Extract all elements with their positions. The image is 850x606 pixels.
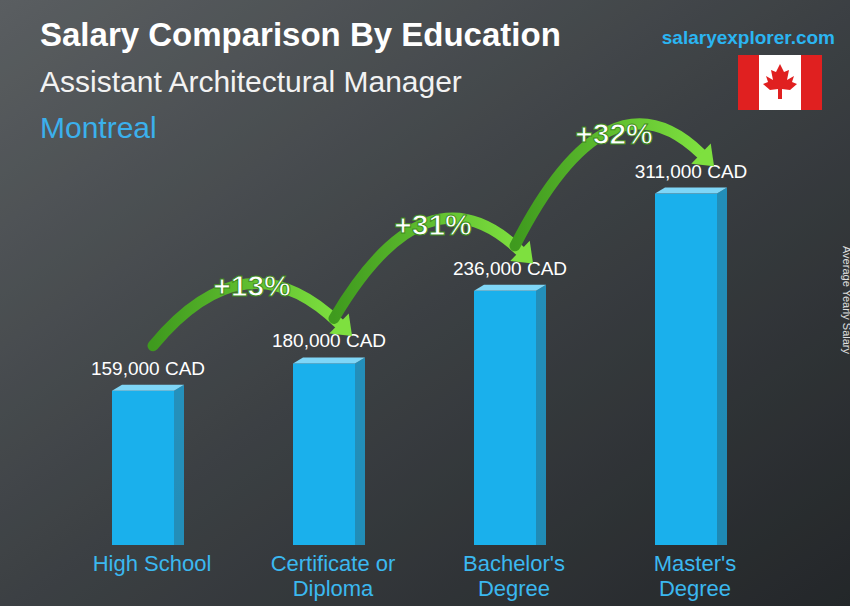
category-line: Certificate or	[271, 551, 396, 576]
category-label: Master'sDegree	[654, 551, 736, 601]
category-label: Certificate orDiploma	[271, 551, 396, 601]
data-label: 311,000 CAD	[635, 161, 748, 182]
bar-group	[474, 285, 546, 545]
data-label: 159,000 CAD	[91, 358, 205, 379]
bar-top	[474, 285, 546, 291]
data-label: 236,000 CAD	[453, 258, 567, 279]
flag	[738, 55, 822, 110]
bar-top	[112, 385, 184, 391]
bar	[655, 194, 717, 545]
subtitle: Assistant Architectural Manager	[40, 65, 462, 98]
category-line: Degree	[659, 576, 731, 601]
location: Montreal	[40, 111, 157, 144]
category-line: Diploma	[293, 576, 374, 601]
bar-group	[655, 188, 727, 545]
y-axis-label: Average Yearly Salary	[841, 246, 850, 355]
growth-label: +32%	[575, 117, 653, 150]
category-label: Bachelor'sDegree	[463, 551, 565, 601]
flag-red-right	[801, 55, 822, 110]
bar-group	[293, 357, 365, 545]
arrow-head	[691, 144, 714, 167]
source: salaryexplorer.com	[662, 27, 835, 48]
growth-label: +31%	[394, 208, 472, 241]
category-line: Degree	[478, 576, 550, 601]
bar-top	[293, 357, 365, 363]
bar-side	[536, 285, 546, 545]
maple-leaf	[763, 64, 797, 99]
category-line: High School	[93, 551, 212, 576]
bar	[293, 363, 355, 545]
category-line: Bachelor's	[463, 551, 565, 576]
data-label: 180,000 CAD	[272, 330, 386, 351]
bar-group	[112, 385, 184, 545]
title: Salary Comparison By Education	[40, 16, 561, 53]
category-line: Master's	[654, 551, 736, 576]
bar-top	[655, 188, 727, 194]
bar	[112, 391, 174, 545]
background	[0, 0, 850, 606]
flag-red-left	[738, 55, 759, 110]
bar-side	[717, 188, 727, 545]
growth-label: +13%	[213, 269, 291, 302]
category-label: High School	[93, 551, 212, 576]
bar-side	[355, 357, 365, 545]
background-shade	[0, 0, 850, 606]
flag-white	[738, 55, 822, 110]
chart: Salary Comparison By Education Assistant …	[0, 0, 850, 606]
bar-side	[174, 385, 184, 545]
bar	[474, 291, 536, 545]
